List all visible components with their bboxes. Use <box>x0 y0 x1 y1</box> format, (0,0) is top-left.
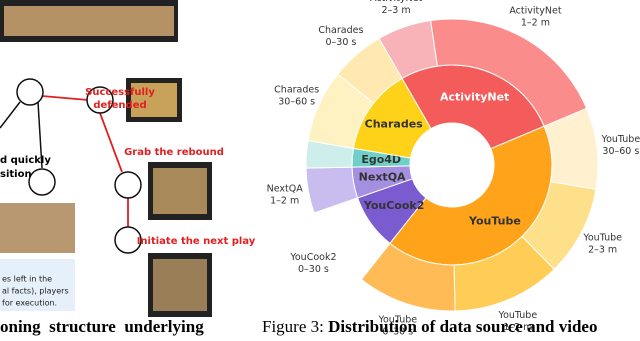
outer-label: 30–60 s <box>602 146 639 157</box>
image <box>153 259 207 311</box>
segment-label: Charades <box>365 117 424 130</box>
outer-segment <box>336 37 403 104</box>
caption: oning structure underlying <box>0 317 204 336</box>
outer-label: 0–30 s <box>325 37 356 48</box>
outer-label: YouCook2 <box>289 252 336 263</box>
note-box <box>0 259 75 311</box>
segment-label: NextQA <box>359 171 406 184</box>
outer-label: 30–60 s <box>278 96 315 107</box>
outer-label: YouTube <box>601 134 640 145</box>
segment-label: YouTube <box>468 215 521 228</box>
note-line: for execution. <box>2 299 57 308</box>
label: Grab the rebound <box>124 147 224 158</box>
image <box>4 6 174 36</box>
caption-bold: Distribution of data source and video <box>328 317 597 336</box>
segment-label: ActivityNet <box>440 91 509 104</box>
outer-label: 2–3 m <box>588 244 617 255</box>
outer-label: 1–2 m <box>521 17 550 28</box>
outer-label: ActivityNet <box>370 0 422 4</box>
outer-label: Charades <box>318 25 363 36</box>
sunburst: ActivityNet YouTube YouCook2 NextQA Ego4D Cha… <box>267 0 640 338</box>
outer-label: 0–30 s <box>382 327 413 337</box>
label: sition <box>0 169 32 180</box>
tree-edges <box>0 101 43 169</box>
outer-label: NextQA <box>267 184 304 195</box>
label: d quickly <box>0 155 51 166</box>
note-line: es left in the <box>2 275 52 284</box>
outer-label: 1–2 m <box>270 196 299 207</box>
image <box>153 168 207 214</box>
image <box>131 83 177 117</box>
label: Initiate the next play <box>137 236 256 247</box>
tree-nodes <box>16 78 142 254</box>
caption: Figure 3: Distribution of data source an… <box>262 317 597 336</box>
outer-label: Charades <box>274 84 319 95</box>
label: Successfully <box>85 87 155 98</box>
segment-label: Ego4D <box>361 153 401 166</box>
caption-prefix: Figure 3: <box>262 317 328 336</box>
outer-label: 0–30 s <box>298 264 329 275</box>
outer-label: YouTube <box>377 315 417 326</box>
label: defended <box>93 100 146 111</box>
outer-label: YouTube <box>582 232 622 243</box>
outer-label: 2–3 m <box>382 5 411 16</box>
outer-label: ActivityNet <box>509 5 561 16</box>
image <box>0 203 75 253</box>
segment-label: YouCook2 <box>363 199 425 212</box>
left-diagram: Successfully defended Grab the rebound I… <box>0 0 256 336</box>
note-line: al facts), players <box>2 287 69 296</box>
outer-label: YouTube <box>498 310 538 321</box>
outer-label: 1–2 m <box>503 322 532 333</box>
red-edges <box>41 95 129 227</box>
